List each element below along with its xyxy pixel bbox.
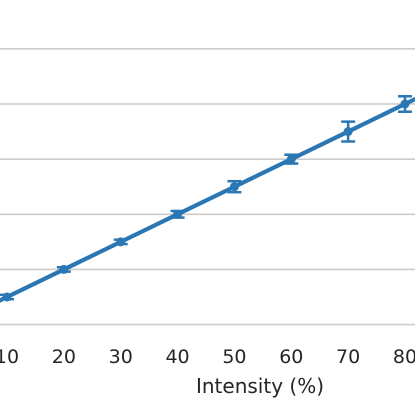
x-tick-label: 20 bbox=[52, 346, 76, 368]
data-point bbox=[343, 127, 353, 137]
x-tick-label: 70 bbox=[336, 346, 360, 368]
x-axis-label: Intensity (%) bbox=[196, 374, 324, 398]
series-line bbox=[0, 96, 415, 303]
series-layer bbox=[0, 95, 415, 303]
data-point bbox=[116, 237, 126, 247]
x-tick-label: 10 bbox=[0, 346, 19, 368]
data-point bbox=[286, 154, 296, 164]
data-point bbox=[2, 292, 12, 302]
data-point bbox=[59, 264, 69, 274]
data-point bbox=[173, 209, 183, 219]
x-tick-label: 50 bbox=[222, 346, 246, 368]
x-tick-label: 60 bbox=[279, 346, 303, 368]
x-tick-label: 40 bbox=[165, 346, 189, 368]
gridlines bbox=[0, 48, 415, 326]
x-tick-labels: 10 20 30 40 50 60 70 80 bbox=[0, 346, 415, 368]
x-tick-label: 30 bbox=[109, 346, 133, 368]
x-tick-label: 80 bbox=[393, 346, 415, 368]
data-point bbox=[400, 99, 410, 109]
data-point bbox=[229, 182, 239, 192]
